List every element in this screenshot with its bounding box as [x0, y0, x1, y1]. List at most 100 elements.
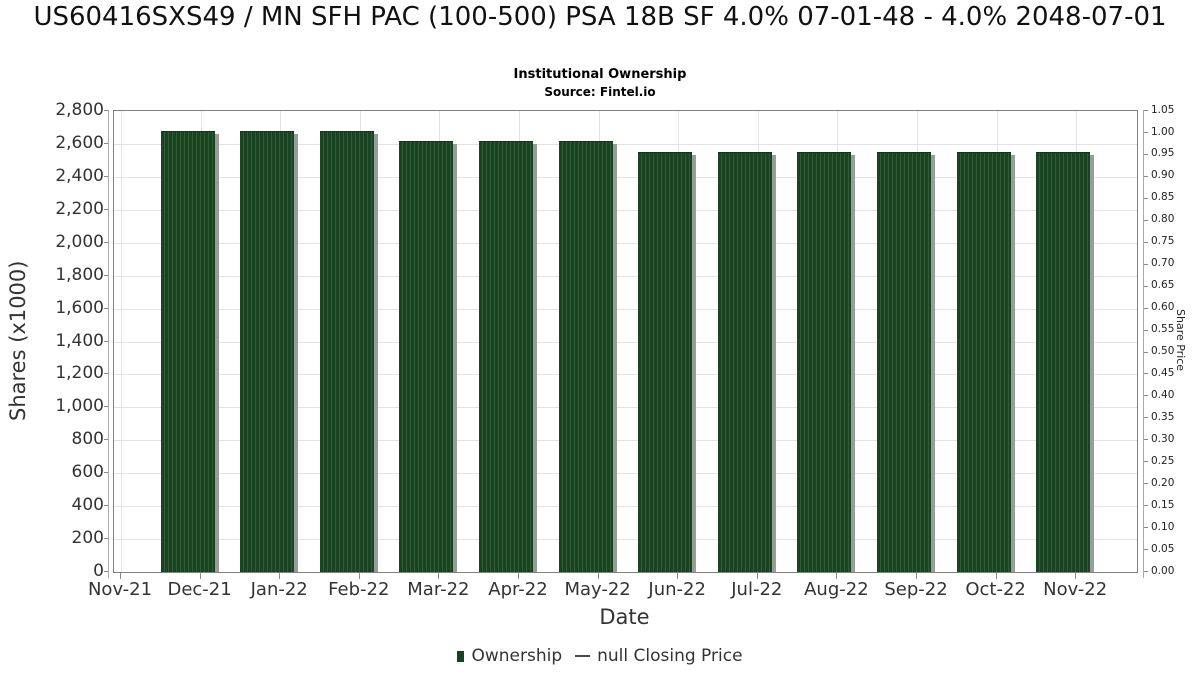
x-axis-title: Date: [599, 605, 650, 629]
right-tick-label: 0.70: [1151, 257, 1175, 270]
ownership-bar: [1036, 152, 1091, 572]
left-tick-label: 2,400: [55, 165, 104, 186]
h-gridline: [114, 308, 1137, 310]
ownership-bar: [638, 152, 693, 572]
left-tick-mark: [104, 110, 109, 111]
left-tick-label: 1,200: [55, 363, 104, 384]
right-tick-mark: [1143, 307, 1148, 309]
left-tick-mark: [104, 307, 109, 309]
right-tick-mark: [1143, 417, 1148, 419]
right-tick-mark: [1143, 373, 1148, 375]
right-tick-mark: [1143, 153, 1148, 155]
right-tick-mark: [1143, 263, 1148, 265]
left-tick-mark: [104, 439, 109, 441]
right-tick-label: 0.25: [1151, 454, 1175, 467]
right-tick-mark: [1143, 461, 1148, 463]
ownership-bar: [319, 131, 374, 572]
ownership-legend-swatch-icon: [457, 650, 465, 662]
right-tick-label: 0.95: [1151, 147, 1175, 160]
x-tick-mark: [199, 573, 201, 579]
right-tick-mark: [1143, 505, 1148, 507]
x-tick-label: Nov-21: [87, 579, 153, 600]
x-tick-mark: [756, 573, 758, 579]
x-tick-mark: [836, 573, 838, 579]
left-tick-mark: [104, 472, 109, 474]
x-tick-label: Oct-22: [965, 579, 1026, 600]
right-tick-mark: [1143, 549, 1148, 550]
left-tick-mark: [104, 175, 109, 177]
left-tick-mark: [104, 373, 109, 375]
left-tick-label: 1,400: [55, 330, 104, 351]
x-tick-label: Jun-22: [648, 579, 706, 600]
left-tick-label: 1,800: [55, 264, 104, 285]
right-axis-title: Share Price: [1174, 309, 1187, 372]
right-tick-mark: [1143, 110, 1148, 111]
right-tick-label: 0.10: [1151, 520, 1175, 533]
right-tick-label: 0.55: [1151, 323, 1175, 335]
x-tick-label: Aug-22: [804, 579, 869, 600]
legend: Ownership null Closing Price: [0, 646, 1200, 666]
right-tick-label: 0.90: [1151, 169, 1175, 182]
right-tick-label: 0.30: [1151, 432, 1175, 445]
h-gridline: [114, 242, 1137, 244]
h-gridline: [114, 440, 1137, 442]
ownership-bar: [479, 141, 533, 572]
x-tick-mark: [1075, 573, 1077, 579]
left-tick-mark: [104, 538, 109, 540]
x-tick-mark: [438, 573, 440, 579]
right-tick-mark: [1143, 285, 1148, 287]
left-tick-label: 400: [71, 495, 104, 516]
x-tick-mark: [518, 573, 519, 579]
left-tick-mark: [104, 505, 109, 507]
right-tick-label: 0.05: [1151, 542, 1175, 555]
h-gridline: [114, 209, 1137, 211]
x-tick-label: Apr-22: [488, 579, 548, 600]
left-tick-mark: [104, 241, 109, 243]
right-tick-mark: [1143, 197, 1148, 199]
right-tick-mark: [1143, 395, 1148, 397]
ownership-bar: [877, 152, 931, 572]
right-tick-label: 0.15: [1151, 498, 1175, 511]
h-gridline: [114, 473, 1137, 475]
left-axis-tick-labels: 2,800 2,600 2,400 2,200 2,000 1,800 1,600 1,400…: [0, 100, 104, 581]
plot-area: [113, 110, 1138, 573]
x-tick-label: Nov-22: [1043, 579, 1108, 600]
x-tick-label: Sep-22: [884, 579, 948, 600]
x-tick-label: Jul-22: [731, 579, 783, 600]
right-tick-label: 0.00: [1151, 564, 1175, 577]
left-tick-label: 800: [71, 429, 104, 450]
right-tick-label: 0.50: [1151, 345, 1175, 357]
right-tick-label: 0.75: [1151, 235, 1175, 248]
x-tick-mark: [120, 573, 121, 579]
right-tick-mark: [1143, 439, 1148, 441]
right-tick-label: 1.05: [1151, 103, 1175, 116]
left-tick-label: 0: [93, 561, 104, 581]
ownership-bar: [717, 152, 772, 572]
h-gridline: [114, 341, 1137, 343]
right-tick-mark: [1143, 329, 1148, 331]
h-gridline: [114, 176, 1137, 178]
right-tick-label: 0.80: [1151, 213, 1175, 226]
right-tick-label: 0.20: [1151, 476, 1175, 489]
right-tick-mark: [1143, 527, 1148, 529]
h-gridline: [114, 275, 1137, 277]
x-tick-label: Mar-22: [407, 579, 470, 600]
right-tick-label: 0.65: [1151, 279, 1175, 292]
chart-source: Source: Fintel.io: [544, 85, 656, 99]
x-tick-label: May-22: [564, 579, 631, 600]
left-axis-line: [108, 110, 109, 578]
right-tick-label: 0.60: [1151, 301, 1175, 314]
chart-title: US60416SXS49 / MN SFH PAC (100-500) PSA …: [33, 2, 1167, 32]
left-tick-mark: [104, 406, 109, 408]
left-tick-mark: [104, 340, 109, 342]
x-tick-label: Jan-22: [250, 579, 308, 600]
x-axis-tick-labels: Nov-21 Dec-21 Jan-22 Feb-22 Mar-22 Apr-22 May-…: [88, 577, 1136, 601]
right-tick-mark: [1143, 571, 1148, 572]
x-tick-label: Dec-21: [167, 579, 232, 600]
left-tick-label: 2,800: [55, 100, 104, 120]
left-tick-label: 200: [71, 528, 104, 549]
left-tick-label: 2,600: [55, 132, 104, 153]
h-gridline: [114, 539, 1137, 541]
right-tick-mark: [1143, 132, 1148, 133]
